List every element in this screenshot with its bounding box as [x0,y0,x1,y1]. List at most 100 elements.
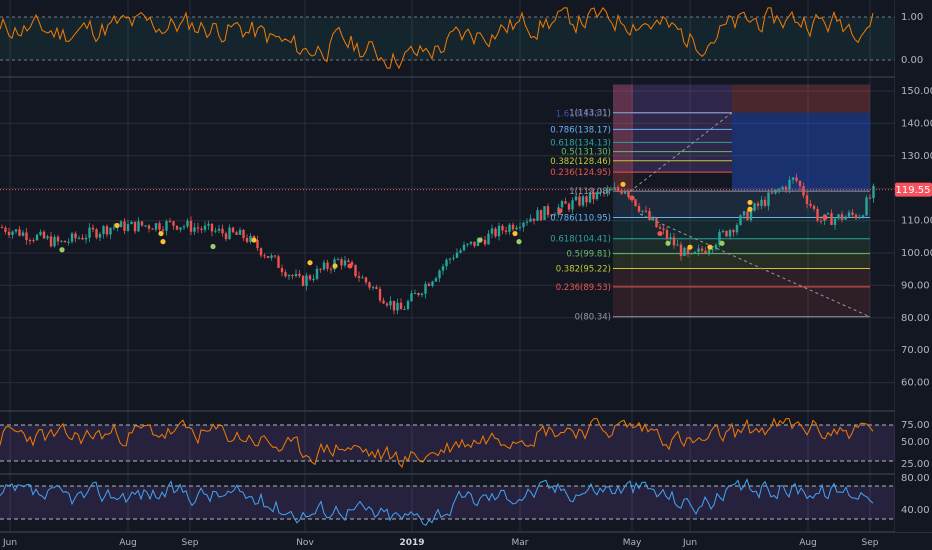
candle-body-245 [858,217,861,219]
candle-body-66 [231,227,235,233]
ext-zone-left [613,84,633,192]
candle-body-118 [413,293,417,295]
candle-body-5 [18,229,21,236]
signal-dot-6 [307,260,313,266]
candle-body-90 [315,268,319,279]
top-oscillator-pane[interactable] [0,7,895,70]
candle-body-147 [515,227,518,230]
candle-body-115 [403,309,406,311]
candle-body-178 [623,191,627,194]
signal-dot-14 [629,195,635,201]
candle-body-152 [532,218,536,221]
candle-body-112 [392,300,396,311]
candle-body-183 [641,210,644,212]
candle-body-146 [511,224,515,230]
candle-body-11 [39,231,42,235]
fib-label-4: 0.382(95.22) [556,264,611,274]
candle-body-104 [364,277,368,283]
candle-body-154 [539,210,543,221]
time-label-5: Mar [512,538,529,548]
candle-body-43 [151,228,154,230]
main-tick-9: 60.00 [901,378,930,389]
lower-oscillator-pane[interactable] [0,478,895,526]
candle-body-150 [525,221,529,223]
candle-body-140 [490,228,494,234]
signal-dot-8 [347,263,353,269]
candle-body-184 [644,210,648,212]
candle-body-151 [529,218,532,222]
ext-label-1: 1(143.31) [569,109,611,119]
fib-zone-0 [613,191,870,218]
fib-zone-5 [613,286,870,317]
candle-body-160 [560,201,564,208]
candle-body-105 [368,282,371,288]
candle-body-23 [81,237,84,240]
main-tick-0: 150.00 [901,86,932,97]
candle-body-203 [711,248,714,250]
candle-body-233 [816,208,819,221]
main-tick-5: 100.00 [901,248,932,259]
candle-body-133 [466,243,469,245]
candle-body-236 [826,213,830,215]
candle-body-148 [518,227,522,229]
grid-lines [0,0,895,532]
candle-body-75 [263,255,266,257]
candle-body-16 [56,236,60,242]
price-axis[interactable]: 1.000.00150.00140.00130.00120.00110.0010… [895,0,932,532]
time-label-8: Aug [799,538,817,548]
candle-body-126 [441,266,445,271]
candle-body-195 [683,247,686,256]
candle-body-37 [130,221,133,225]
candle-body-194 [679,244,683,256]
candle-body-206 [721,230,725,232]
candle-body-12 [42,231,46,239]
candle-body-98 [343,260,347,266]
signal-dot-15 [657,230,663,237]
signal-dot-0 [59,247,65,253]
candle-body-91 [319,268,322,270]
candle-body-170 [595,192,599,200]
candle-body-166 [581,196,585,206]
candle-body-168 [588,192,592,203]
candle-body-20 [70,233,74,242]
signal-dot-12 [557,208,563,214]
candle-body-70 [245,237,249,242]
candle-body-211 [739,215,742,225]
candle-body-149 [522,222,525,228]
time-label-1: Aug [119,538,137,548]
candle-body-187 [655,218,658,228]
rsi-pane[interactable] [0,417,895,469]
signal-dot-7 [332,263,338,269]
lower-line [0,478,874,526]
price-badge-label: 119.55 [896,185,931,196]
candle-body-165 [578,196,581,206]
candlestick-series[interactable] [0,173,895,315]
candle-body-237 [830,213,833,226]
candle-body-144 [504,230,508,232]
time-axis[interactable]: Jun Aug Sep Nov 2019 Mar May Jun Aug Sep [0,533,932,550]
candle-body-185 [648,211,651,220]
candle-body-214 [749,210,753,221]
candle-body-128 [448,258,452,260]
time-label-0: Jun [2,538,17,548]
signal-dot-20 [747,199,753,206]
candle-body-234 [819,220,823,222]
candle-body-14 [49,236,53,247]
time-label-3: Nov [296,538,314,548]
candle-body-130 [455,252,459,258]
candle-body-220 [770,192,774,194]
candle-body-139 [487,233,490,245]
candle-body-81 [284,272,287,277]
fib-zone-4 [613,268,870,287]
candle-body-218 [763,199,767,206]
candle-body-207 [725,230,728,237]
candle-body-209 [732,230,735,233]
candle-body-225 [788,179,791,190]
candle-body-8 [28,240,32,242]
candle-body-24 [84,237,88,240]
candle-body-127 [445,259,448,267]
candle-body-40 [140,221,144,226]
candle-body-226 [791,177,795,180]
